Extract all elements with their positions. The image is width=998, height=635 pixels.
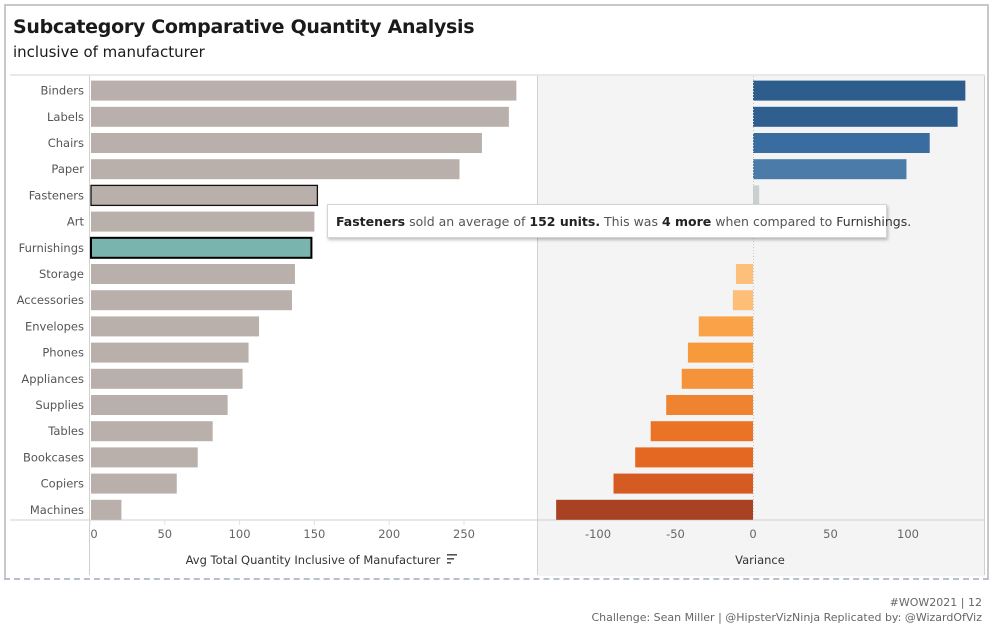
category-label: Supplies <box>35 398 84 412</box>
quantity-bar[interactable] <box>90 184 319 207</box>
tooltip-text-1: sold an average of <box>405 214 530 229</box>
quantity-bar[interactable] <box>91 211 315 232</box>
variance-bar[interactable] <box>753 106 958 127</box>
variance-bar[interactable] <box>687 342 753 363</box>
variance-bar[interactable] <box>753 80 966 101</box>
sort-descending-icon[interactable] <box>447 554 457 564</box>
category-label: Appliances <box>21 372 84 386</box>
quantity-bar[interactable] <box>91 342 249 363</box>
category-label: Paper <box>51 162 84 176</box>
category-label: Phones <box>42 346 84 360</box>
quantity-bar[interactable] <box>91 264 295 284</box>
tick-label: 100 <box>897 527 919 541</box>
quantity-bar[interactable] <box>91 159 460 180</box>
category-labels: Binders Labels Chairs Paper Fasteners Art Furn… <box>17 84 85 517</box>
chart-subtitle: inclusive of manufacturer <box>13 43 205 61</box>
quantity-bar[interactable] <box>91 290 292 311</box>
right-x-axis: -100 -50 0 50 100 <box>585 527 919 541</box>
tooltip-subject: Fasteners <box>336 214 406 229</box>
quantity-bar[interactable] <box>91 133 482 153</box>
variance-bar[interactable] <box>681 368 753 389</box>
variance-bar[interactable] <box>753 185 760 206</box>
tick-label: -50 <box>666 527 685 541</box>
category-label: Storage <box>39 267 84 281</box>
variance-bar[interactable] <box>735 264 753 284</box>
quantity-bar[interactable] <box>91 421 213 442</box>
variance-bar[interactable] <box>732 290 753 311</box>
variance-bar[interactable] <box>650 421 753 442</box>
tooltip-text-2: This was <box>600 214 662 229</box>
quantity-bars <box>90 80 517 520</box>
quantity-bar[interactable] <box>91 316 260 337</box>
tooltip-text-3: when compared to <box>711 214 837 229</box>
quantity-bar[interactable] <box>91 368 243 389</box>
right-axis-title: Variance <box>735 553 785 567</box>
category-label: Machines <box>30 503 84 517</box>
category-label: Accessories <box>17 293 84 307</box>
tick-label: 150 <box>303 527 325 541</box>
tick-label: 0 <box>749 527 756 541</box>
quantity-bar[interactable] <box>91 80 517 101</box>
variance-bar[interactable] <box>556 499 753 520</box>
tooltip-diff: 4 more <box>661 214 712 229</box>
tick-label: 100 <box>229 527 251 541</box>
variance-bar[interactable] <box>753 159 907 180</box>
variance-bar[interactable] <box>698 316 753 337</box>
quantity-bar[interactable] <box>91 473 177 494</box>
tick-label: 200 <box>378 527 400 541</box>
quantity-bar[interactable] <box>91 106 509 127</box>
category-label: Art <box>67 215 85 229</box>
category-label: Labels <box>47 110 84 124</box>
tick-label: 50 <box>157 527 172 541</box>
quantity-bar[interactable] <box>90 236 313 259</box>
category-label: Furnishings <box>19 241 84 255</box>
category-label: Chairs <box>48 136 84 150</box>
category-label: Copiers <box>41 477 84 491</box>
tick-label: 250 <box>453 527 475 541</box>
tick-label: 0 <box>90 527 97 541</box>
left-axis-title: Avg Total Quantity Inclusive of Manufact… <box>186 553 441 567</box>
tooltip: Fasteners sold an average of 152 units. … <box>327 204 911 238</box>
quantity-bar[interactable] <box>91 499 122 520</box>
category-label: Tables <box>47 424 84 438</box>
category-label: Envelopes <box>25 319 84 333</box>
tooltip-reference: Furnishings. <box>836 214 912 229</box>
quantity-bar[interactable] <box>91 447 198 468</box>
category-label: Binders <box>41 84 84 98</box>
footer-credits: Challenge: Sean Miller | @HipsterVizNinj… <box>591 611 982 624</box>
dashboard-frame-bottom <box>4 578 989 580</box>
variance-bar[interactable] <box>666 395 753 415</box>
category-label: Bookcases <box>23 450 84 464</box>
tick-label: -100 <box>585 527 611 541</box>
variance-bar[interactable] <box>635 447 753 468</box>
variance-bar[interactable] <box>753 133 930 153</box>
footer-tag: #WOW2021 | 12 <box>889 596 982 609</box>
tooltip-value: 152 units. <box>529 214 601 229</box>
tick-label: 50 <box>823 527 838 541</box>
quantity-bar[interactable] <box>91 395 228 415</box>
variance-bar[interactable] <box>613 473 754 494</box>
chart-title: Subcategory Comparative Quantity Analysi… <box>13 16 475 38</box>
variance-bars <box>556 80 966 520</box>
left-x-axis: 0 50 100 150 200 250 <box>89 520 475 541</box>
category-label: Fasteners <box>29 188 84 202</box>
